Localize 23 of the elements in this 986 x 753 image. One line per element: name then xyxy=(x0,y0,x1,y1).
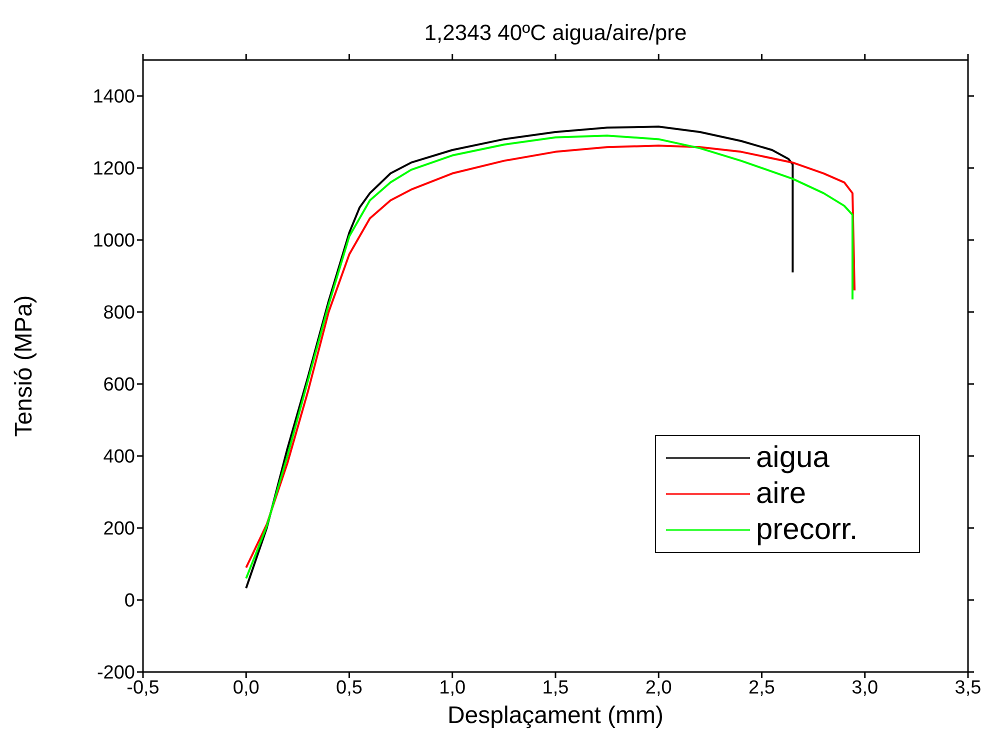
chart-title: 1,2343 40ºC aigua/aire/pre xyxy=(423,20,688,46)
legend-label: aigua xyxy=(756,441,830,475)
y-tick-label: 0 xyxy=(124,590,135,612)
x-tick-label: 1,0 xyxy=(439,677,466,698)
x-tick-label: 1,5 xyxy=(542,677,569,698)
y-tick-label: 1000 xyxy=(92,230,135,252)
y-tick-label: 1400 xyxy=(92,86,135,108)
y-tick-label: 800 xyxy=(103,302,135,324)
y-tick-label: 1200 xyxy=(92,158,135,180)
y-axis-title: Tensió (MPa) xyxy=(10,295,38,437)
x-tick-label: 0,5 xyxy=(336,677,362,698)
y-tick-label: -200 xyxy=(96,662,135,684)
x-tick-label: 3,5 xyxy=(954,677,982,698)
x-tick-label: 3,0 xyxy=(852,677,878,698)
x-tick-label: 2,0 xyxy=(645,677,672,698)
x-axis-title: Desplaçament (mm) xyxy=(447,702,664,729)
x-tick-label: 0,0 xyxy=(232,677,260,698)
legend-label: precorr. xyxy=(756,513,858,547)
y-tick-label: 600 xyxy=(103,374,135,396)
y-tick-label: 200 xyxy=(103,518,135,540)
x-tick-label: 2,5 xyxy=(748,677,775,698)
legend-label: aire xyxy=(756,477,806,511)
y-tick-label: 400 xyxy=(103,446,135,468)
